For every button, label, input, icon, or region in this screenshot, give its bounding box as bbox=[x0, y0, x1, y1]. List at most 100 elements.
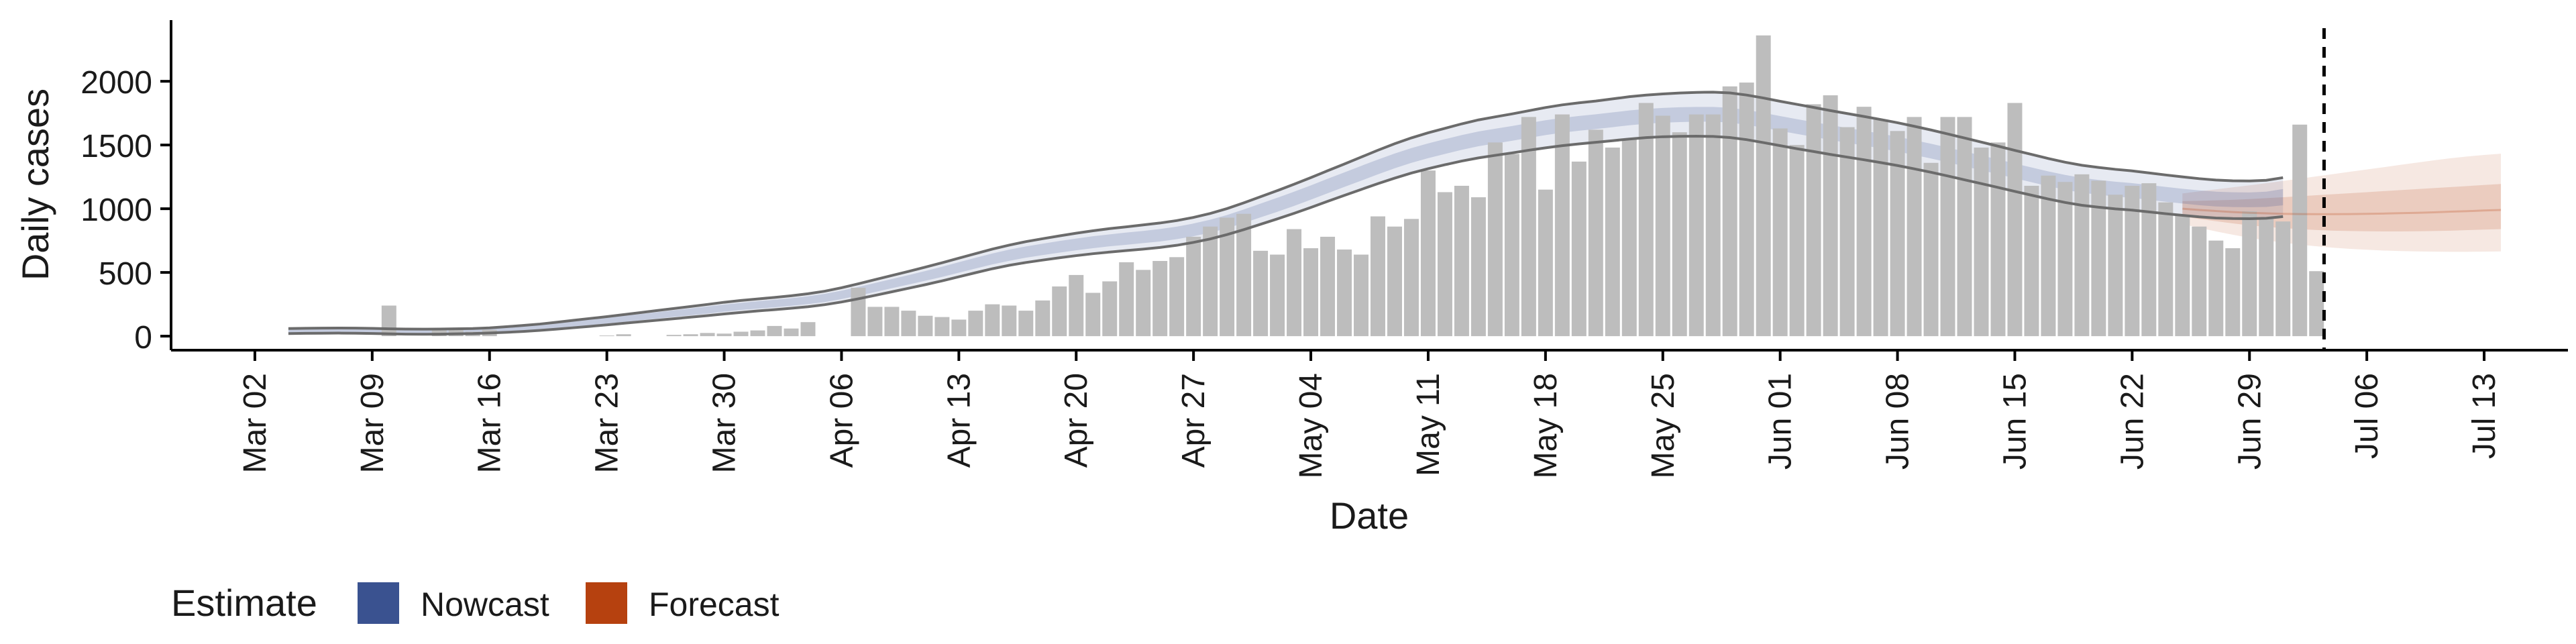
bar bbox=[1152, 261, 1168, 337]
x-tick-label: Jul 13 bbox=[2467, 373, 2502, 459]
bar bbox=[666, 335, 682, 337]
bar bbox=[1002, 305, 1017, 337]
x-tick-label: Apr 27 bbox=[1176, 373, 1212, 468]
bar bbox=[733, 331, 749, 337]
bar bbox=[1102, 281, 1118, 337]
nowcast-upper-line bbox=[288, 91, 2284, 331]
y-tick-label: 0 bbox=[134, 320, 152, 356]
bar bbox=[1739, 83, 1754, 337]
legend-swatch-nowcast bbox=[358, 582, 399, 624]
axes: 0 500 1000 1500 2000 Mar 02 Mar 09 Mar 16 Mar 2… bbox=[80, 20, 2568, 478]
forecast-median-group bbox=[2182, 207, 2502, 215]
y-tick-label: 1500 bbox=[80, 129, 152, 164]
bar bbox=[2125, 185, 2140, 337]
bar bbox=[1052, 286, 1067, 337]
legend-label-forecast: Forecast bbox=[649, 586, 780, 623]
bar bbox=[867, 307, 883, 337]
bar bbox=[1420, 170, 1436, 337]
x-tick-label: May 04 bbox=[1293, 373, 1329, 478]
bar bbox=[1303, 248, 1319, 337]
bar bbox=[1521, 117, 1536, 337]
bar bbox=[716, 333, 732, 337]
bar bbox=[2041, 175, 2056, 337]
bar bbox=[1085, 292, 1101, 337]
bar bbox=[1136, 270, 1151, 337]
bar bbox=[1119, 262, 1134, 337]
bar bbox=[2007, 103, 2023, 337]
bar bbox=[1370, 216, 1385, 337]
bar bbox=[1203, 226, 1218, 337]
y-axis-title: Daily cases bbox=[14, 89, 56, 280]
bar bbox=[2175, 215, 2190, 337]
bar bbox=[1856, 107, 1872, 337]
forecast-median-line bbox=[2182, 207, 2502, 215]
x-tick-label: Jun 15 bbox=[1997, 373, 2033, 470]
bar bbox=[1839, 127, 1855, 337]
bar bbox=[1772, 128, 1788, 337]
bar bbox=[1253, 250, 1269, 337]
bar bbox=[683, 334, 698, 337]
x-tick-label: Jun 29 bbox=[2232, 373, 2267, 470]
bar bbox=[1337, 249, 1352, 337]
bar bbox=[1688, 114, 1704, 337]
bar bbox=[1638, 103, 1654, 337]
bar bbox=[1907, 117, 1922, 337]
bar bbox=[1571, 161, 1587, 337]
bar bbox=[381, 305, 396, 337]
bar bbox=[934, 317, 950, 337]
bar bbox=[2292, 124, 2308, 337]
bar bbox=[2259, 217, 2274, 337]
bar bbox=[1806, 104, 1821, 337]
legend: Estimate Nowcast Forecast bbox=[171, 582, 780, 624]
bar bbox=[1705, 114, 1721, 337]
x-ticks: Mar 02 Mar 09 Mar 16 Mar 23 Mar 30 Apr 06 Apr … bbox=[237, 350, 2502, 478]
bar bbox=[1270, 254, 1285, 337]
bar bbox=[800, 322, 816, 337]
x-tick-label: Apr 13 bbox=[941, 373, 977, 468]
bar bbox=[968, 311, 983, 337]
bar bbox=[2225, 248, 2241, 337]
bar bbox=[1756, 35, 1771, 337]
bar bbox=[1454, 185, 1469, 337]
bar bbox=[1220, 217, 1235, 337]
bar bbox=[985, 304, 1000, 337]
x-tick-label: Mar 16 bbox=[472, 373, 508, 473]
bar bbox=[1940, 117, 1955, 337]
nowcast-band-90 bbox=[288, 92, 2284, 335]
bar bbox=[2057, 182, 2073, 337]
bar bbox=[918, 315, 933, 337]
bar bbox=[2108, 195, 2123, 337]
bar bbox=[1873, 119, 1888, 337]
bar bbox=[2208, 240, 2224, 337]
bar bbox=[1990, 142, 2006, 337]
legend-label-nowcast: Nowcast bbox=[421, 586, 549, 623]
x-tick-label: Jun 08 bbox=[1880, 373, 1916, 470]
bar bbox=[616, 334, 631, 337]
bar bbox=[1387, 226, 1402, 337]
bar bbox=[1236, 213, 1252, 337]
bar bbox=[2242, 211, 2257, 337]
bar bbox=[1069, 274, 1084, 337]
bar bbox=[1320, 236, 1336, 337]
x-axis-title: Date bbox=[1330, 494, 1409, 537]
bar bbox=[1169, 257, 1185, 337]
x-tick-label: Jun 01 bbox=[1763, 373, 1799, 470]
x-tick-label: Mar 02 bbox=[237, 373, 273, 473]
x-tick-label: Mar 09 bbox=[355, 373, 390, 473]
nowcast-bands bbox=[288, 92, 2284, 335]
bar bbox=[951, 319, 967, 337]
x-tick-label: Jun 22 bbox=[2114, 373, 2150, 470]
bar bbox=[1957, 117, 1972, 337]
y-tick-label: 2000 bbox=[80, 65, 152, 101]
bar bbox=[1722, 86, 1737, 337]
bar bbox=[2141, 183, 2157, 337]
legend-title: Estimate bbox=[171, 582, 317, 624]
bar bbox=[1287, 229, 1302, 337]
bar bbox=[851, 287, 866, 337]
x-tick-label: Mar 30 bbox=[707, 373, 743, 473]
bar bbox=[1605, 147, 1620, 337]
bar bbox=[1504, 154, 1519, 337]
x-tick-label: Apr 20 bbox=[1059, 373, 1094, 468]
y-ticks: 0 500 1000 1500 2000 bbox=[80, 65, 171, 356]
